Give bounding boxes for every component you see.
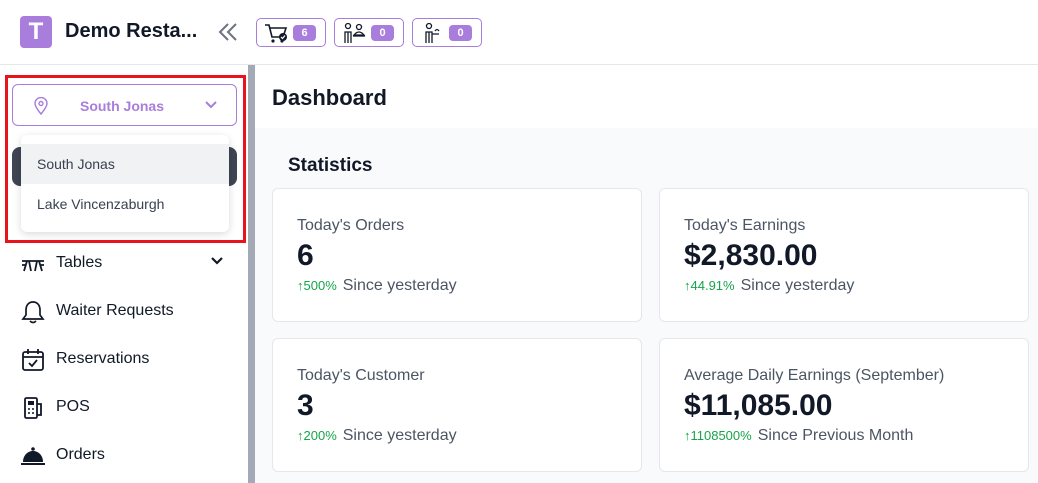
- page-title: Dashboard: [272, 85, 387, 110]
- stat-label: Today's Customer: [297, 367, 425, 384]
- stat-change: 500%: [303, 278, 337, 293]
- section-title: Statistics: [288, 155, 373, 176]
- location-select[interactable]: South Jonas: [12, 84, 237, 126]
- stat-value: $11,085.00: [684, 389, 833, 422]
- location-option-south-jonas[interactable]: South Jonas: [21, 144, 229, 184]
- sidebar-item-label: Waiter Requests: [56, 302, 174, 319]
- waiter-requests-badge-button[interactable]: 0: [334, 18, 404, 47]
- stat-change: 200%: [303, 428, 337, 443]
- stat-trend: ↑200% Since yesterday: [297, 427, 457, 445]
- calendar-icon: [22, 349, 44, 371]
- stat-change: 44.91%: [690, 278, 735, 293]
- location-option-lake-vincenzaburgh[interactable]: Lake Vincenzaburgh: [37, 196, 165, 212]
- app-logo[interactable]: T: [20, 16, 52, 48]
- stat-value: 6: [297, 239, 314, 272]
- table-icon: [22, 260, 44, 272]
- stat-value: $2,830.00: [684, 239, 818, 272]
- sidebar-item-pos[interactable]: POS: [0, 387, 248, 427]
- waiters-badge-button[interactable]: 0: [412, 18, 482, 47]
- selected-location: South Jonas: [79, 98, 164, 114]
- stat-note: Since Previous Month: [757, 427, 914, 444]
- double-chevron-left-icon: [218, 23, 237, 41]
- sidebar-item-label: POS: [56, 398, 90, 415]
- chevron-down-icon: [211, 257, 223, 265]
- stat-label: Average Daily Earnings (September): [684, 367, 945, 384]
- sidebar-item-label: Reservations: [56, 350, 150, 367]
- sidebar-item-reservations[interactable]: Reservations: [0, 339, 248, 379]
- stat-label: Today's Orders: [297, 217, 405, 234]
- stat-card-earnings: Today's Earnings $2,830.00 ↑44.91% Since …: [659, 188, 1029, 322]
- page-header: [255, 65, 1038, 128]
- stat-note: Since yesterday: [740, 277, 855, 294]
- collapse-sidebar-button[interactable]: [214, 20, 242, 44]
- map-pin-icon: [34, 97, 48, 115]
- sidebar-item-waiter-requests[interactable]: Waiter Requests: [0, 291, 248, 331]
- stat-change: 1108500%: [690, 428, 752, 443]
- waiter-requests-count: 0: [371, 25, 394, 41]
- waiter-request-icon: [344, 22, 366, 43]
- stat-card-average-earnings: Average Daily Earnings (September) $11,0…: [659, 338, 1029, 472]
- stat-trend: ↑1108500% Since Previous Month: [684, 427, 913, 445]
- orders-count: 6: [293, 25, 316, 41]
- stat-note: Since yesterday: [342, 427, 457, 444]
- waiters-count: 0: [449, 25, 472, 41]
- restaurant-name: Demo Resta...: [65, 20, 198, 42]
- stat-card-orders: Today's Orders 6 ↑500% Since yesterday: [272, 188, 642, 322]
- stat-note: Since yesterday: [342, 277, 457, 294]
- cart-check-icon: [265, 23, 288, 43]
- bell-icon: [21, 301, 45, 324]
- stat-label: Today's Earnings: [684, 217, 806, 234]
- arrow-up-icon: ↑: [297, 428, 304, 443]
- stat-trend: ↑44.91% Since yesterday: [684, 277, 854, 295]
- sidebar-item-orders[interactable]: Orders: [0, 435, 248, 475]
- top-bar: T Demo Resta... 6 0: [0, 0, 1038, 65]
- arrow-up-icon: ↑: [297, 278, 304, 293]
- sidebar-item-tables[interactable]: Tables: [0, 243, 248, 283]
- waiter-icon: [425, 22, 440, 43]
- stat-value: 3: [297, 389, 314, 422]
- orders-badge-button[interactable]: 6: [256, 18, 326, 47]
- cloche-icon: [21, 447, 45, 465]
- arrow-up-icon: ↑: [684, 428, 691, 443]
- chevron-down-icon: [205, 101, 217, 109]
- stat-card-customers: Today's Customer 3 ↑200% Since yesterday: [272, 338, 642, 472]
- location-dropdown: South Jonas Lake Vincenzaburgh: [21, 135, 229, 232]
- arrow-up-icon: ↑: [684, 278, 691, 293]
- stat-trend: ↑500% Since yesterday: [297, 277, 457, 295]
- sidebar-scrollbar[interactable]: [248, 65, 255, 483]
- pos-icon: [24, 397, 42, 419]
- sidebar-item-label: Orders: [56, 446, 105, 463]
- sidebar-item-label: Tables: [56, 254, 103, 271]
